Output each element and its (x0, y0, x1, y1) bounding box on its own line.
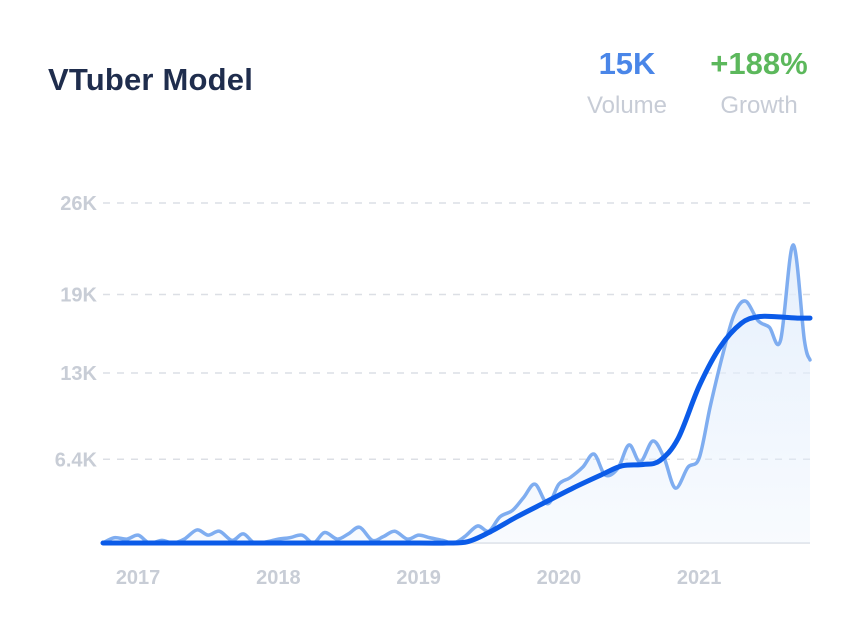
volume-area (103, 244, 810, 544)
chart-title: VTuber Model (48, 62, 254, 97)
volume-metric: 15K Volume (572, 44, 682, 126)
x-tick-label: 2019 (396, 567, 441, 589)
volume-value: 15K (598, 46, 656, 81)
area-layer (103, 244, 810, 544)
y-tick-label: 19K (60, 285, 97, 307)
line-layer (100, 243, 813, 546)
growth-metric: +188% Growth (700, 44, 818, 126)
x-tick-label: 2017 (116, 567, 161, 589)
volume-label: Volume (586, 92, 668, 119)
tick-layer: 6.4K 13K 19K 26K 2017 2018 2019 2020 2021 (55, 193, 722, 589)
x-tick-label: 2020 (537, 567, 582, 589)
x-tick-label: 2018 (256, 567, 301, 589)
y-tick-label: 26K (60, 193, 97, 215)
raw-volume-line (101, 243, 812, 546)
trend-line (100, 313, 813, 546)
y-tick-label: 6.4K (55, 449, 98, 471)
x-tick-label: 2021 (677, 567, 722, 589)
y-tick-label: 13K (60, 363, 97, 385)
growth-value: +188% (710, 46, 808, 81)
growth-label: Growth (720, 92, 798, 119)
